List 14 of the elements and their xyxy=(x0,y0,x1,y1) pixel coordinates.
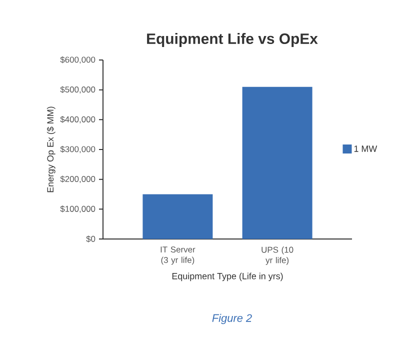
y-axis-title: Energy Op Ex ($ MM) xyxy=(46,106,56,192)
y-tick-label: $200,000 xyxy=(60,176,96,184)
x-axis-title: Equipment Type (Life in yrs) xyxy=(172,272,283,282)
y-tick-label: $0 xyxy=(86,236,96,242)
y-tick-label: $100,000 xyxy=(60,205,96,213)
legend-label: 1 MW xyxy=(354,146,378,152)
caption: Figure 2 xyxy=(212,314,252,324)
x-tick-label: UPS (10 yr life) xyxy=(262,246,294,265)
y-tick-label: $400,000 xyxy=(60,116,96,124)
chart-title: Equipment Life vs OpEx xyxy=(147,33,318,47)
y-tick-label: $600,000 xyxy=(60,56,96,64)
y-tick-label: $300,000 xyxy=(60,146,96,154)
y-tick-label: $500,000 xyxy=(60,86,96,94)
x-tick-label: IT Server (3 yr life) xyxy=(160,246,196,265)
